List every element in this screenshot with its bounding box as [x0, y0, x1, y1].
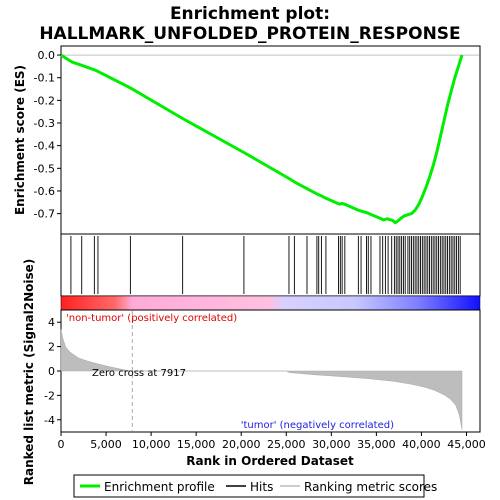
x-ticks: 0 5,000 10,000 15,000 20,000 25,000 30,000 35,0…: [58, 432, 486, 451]
annotation-zero-cross: Zero cross at 7917: [92, 368, 186, 379]
hits-panel-frame: [60, 233, 481, 297]
metric-y-tick-label: -4: [44, 414, 55, 427]
legend-label-ranking: Ranking metric scores: [304, 480, 437, 494]
x-tick-label: 15,000: [177, 438, 216, 451]
x-tick-label: 35,000: [357, 438, 396, 451]
annotation-non-tumor: 'non-tumor' (positively correlated): [66, 313, 237, 324]
ranking-color-bar: [60, 295, 481, 311]
metric-group: [60, 311, 463, 431]
es-y-tick-label: -0.6: [34, 185, 55, 198]
metric-y-ticks: 4 2 0 -2 -4: [44, 316, 61, 427]
x-tick-label: 45,000: [447, 438, 486, 451]
x-tick-label: 30,000: [312, 438, 351, 451]
es-y-tick-label: -0.7: [34, 208, 55, 221]
x-tick-label: 20,000: [222, 438, 261, 451]
es-y-tick-label: -0.3: [34, 117, 55, 130]
metric-y-tick-label: 2: [48, 341, 55, 354]
es-y-tick-label: -0.4: [34, 140, 55, 153]
legend-box: [73, 474, 425, 498]
hits-group: [70, 236, 461, 294]
x-tick-label: 5,000: [90, 438, 122, 451]
metric-y-axis-label: Ranked list metric (Signal2Noise): [22, 259, 36, 486]
es-curve-line: [60, 53, 464, 225]
x-tick-label: 25,000: [267, 438, 306, 451]
metric-y-tick-label: 0: [48, 365, 55, 378]
es-curve-group: [60, 53, 480, 225]
metric-y-tick-label: 4: [48, 316, 55, 329]
es-y-tick-label: -0.1: [34, 72, 55, 85]
metric-y-tick-label: -2: [44, 389, 55, 402]
x-tick-label: 40,000: [402, 438, 441, 451]
es-panel-frame: [60, 45, 481, 235]
metric-area: [60, 329, 463, 430]
chart-title-line2: HALLMARK_UNFOLDED_PROTEIN_RESPONSE: [39, 24, 460, 44]
x-tick-label: 0: [58, 438, 65, 451]
chart-title-line1: Enrichment plot:: [170, 4, 330, 24]
es-y-tick-label: -0.2: [34, 94, 55, 107]
legend-label-hits: Hits: [250, 480, 273, 494]
x-tick-label: 10,000: [132, 438, 171, 451]
legend-label-enrichment: Enrichment profile: [104, 480, 215, 494]
x-axis-label: Rank in Ordered Dataset: [186, 454, 354, 468]
es-y-tick-label: -0.5: [34, 162, 55, 175]
es-y-ticks: 0.0 -0.1 -0.2 -0.3 -0.4 -0.5 -0.6 -0.7: [34, 49, 61, 221]
annotation-tumor: 'tumor' (negatively correlated): [241, 420, 394, 431]
es-y-tick-label: 0.0: [38, 49, 56, 62]
es-y-axis-label: Enrichment score (ES): [13, 65, 27, 215]
